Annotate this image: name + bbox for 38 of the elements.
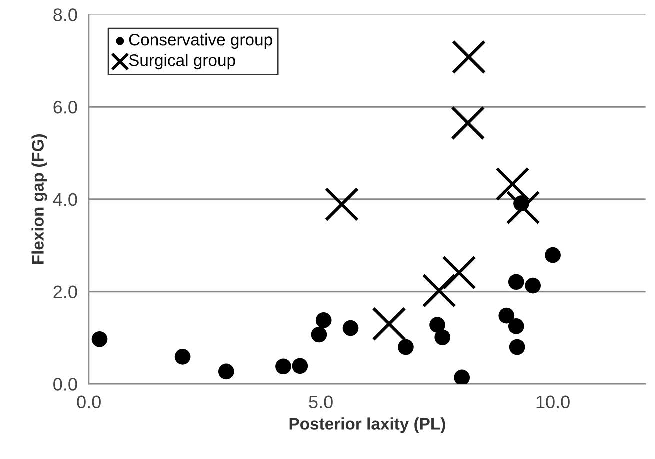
point [509, 339, 526, 356]
point [506, 190, 540, 225]
point [316, 312, 332, 328]
point [525, 278, 542, 294]
point [324, 187, 359, 222]
y-tick-label: 8.0 [54, 8, 78, 22]
y-tick-label: 2.0 [54, 286, 78, 299]
point [311, 326, 328, 343]
point [276, 358, 292, 375]
point [372, 307, 406, 342]
point [218, 364, 234, 380]
point [545, 247, 561, 264]
point [422, 274, 456, 308]
y-axis-title: Flexion gap (FG) [32, 134, 48, 264]
x-tick-label: 10.0 [536, 396, 570, 409]
x-tick-label: 0.0 [77, 396, 101, 409]
point [508, 274, 524, 290]
point [92, 331, 108, 348]
point [174, 349, 191, 365]
y-tick-label: 4.0 [53, 193, 78, 206]
point [398, 339, 414, 356]
point [442, 256, 476, 290]
y-tick-label: 6.0 [54, 100, 78, 114]
point [292, 358, 308, 374]
point [451, 106, 486, 140]
point [454, 370, 470, 384]
y-tick-label: 0.0 [54, 378, 78, 391]
x-axis-title: Posterior laxity (PL) [290, 418, 446, 434]
legend-label: Conservative group [129, 34, 272, 50]
point [508, 318, 524, 334]
point [498, 308, 515, 324]
point [434, 330, 451, 346]
point [342, 320, 359, 336]
x-tick-label: 5.0 [309, 396, 333, 409]
point [430, 317, 446, 333]
legend-label: Surgical group [129, 54, 236, 70]
point [452, 40, 486, 74]
point [496, 167, 530, 202]
